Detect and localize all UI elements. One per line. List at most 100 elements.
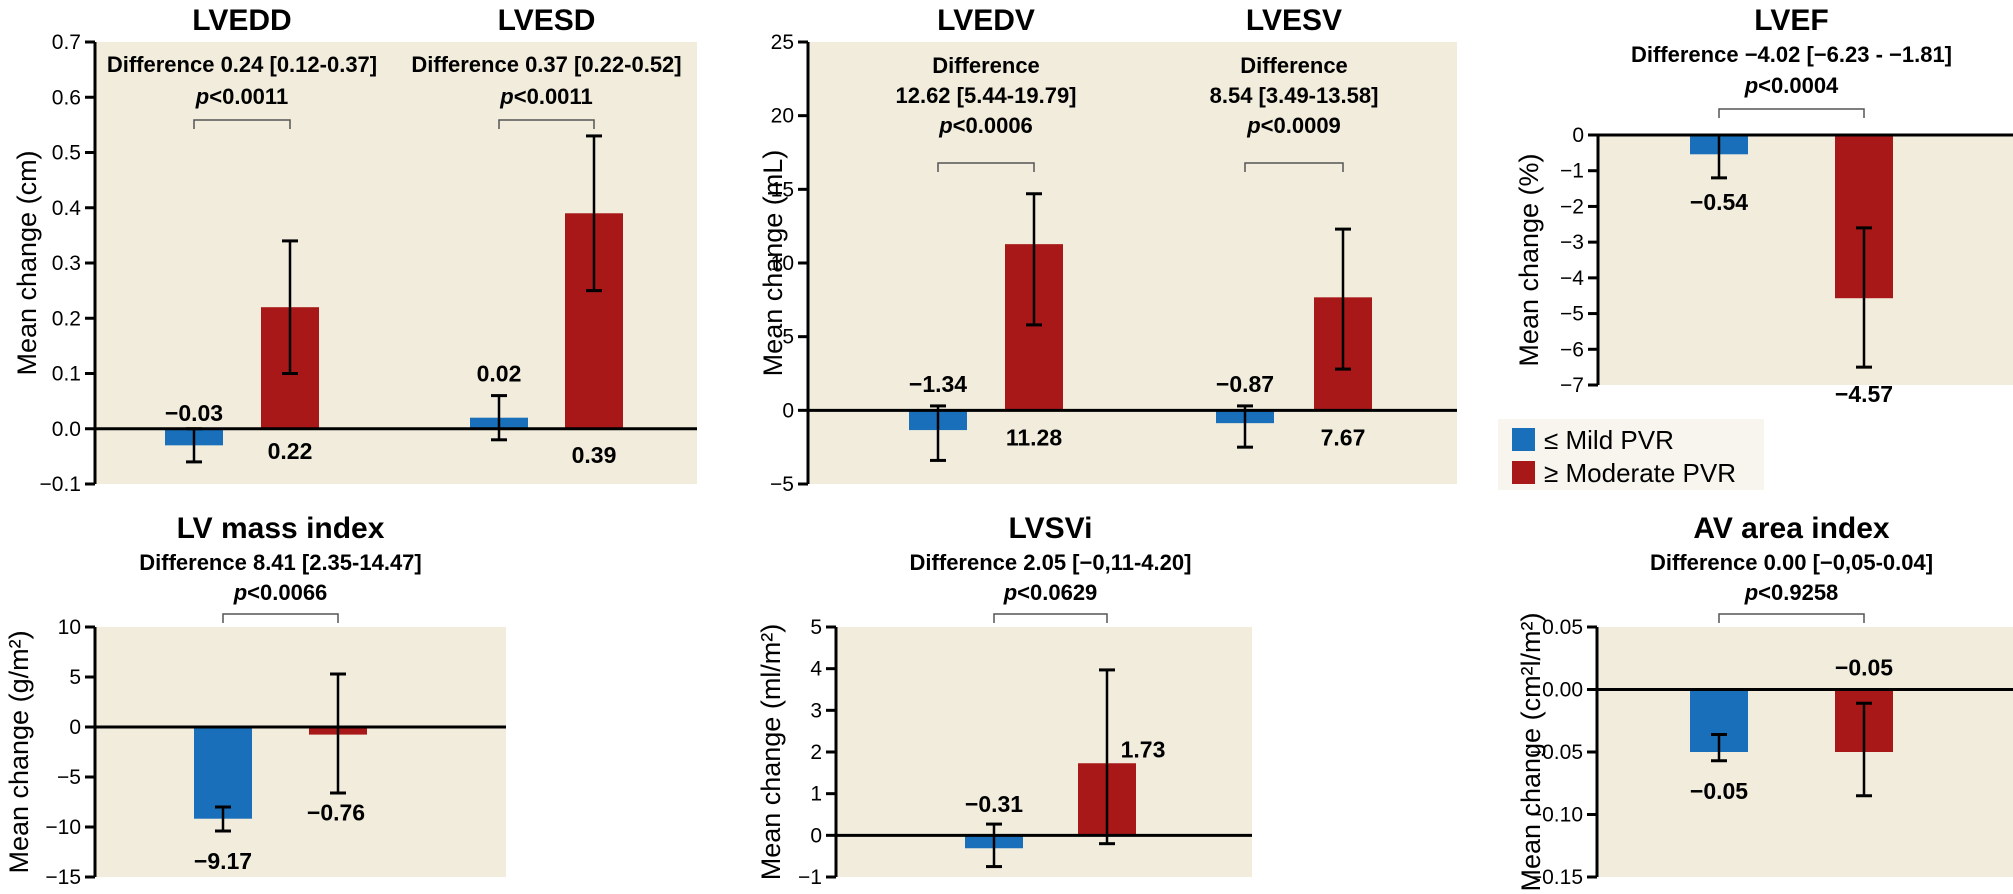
difference-annotation: p<0.0629: [1003, 580, 1098, 605]
difference-annotation: Difference −4.02 [−6.23 - −1.81]: [1631, 42, 1952, 67]
difference-annotation: Difference 0.24 [0.12-0.37]: [107, 52, 377, 77]
difference-annotation: Difference 0.37 [0.22-0.52]: [411, 52, 681, 77]
y-tick-label: 0.5: [52, 142, 81, 165]
difference-annotation: Difference: [932, 53, 1040, 78]
plot-area: [1598, 135, 2013, 385]
y-tick-label: −6: [1560, 338, 1584, 361]
error-bar: [1856, 701, 1872, 798]
difference-annotation: Difference 2.05 [−0,11-4.20]: [910, 550, 1192, 575]
y-tick-label: −0.05: [1530, 741, 1583, 764]
error-bar: [1711, 733, 1727, 763]
value-label: 11.28: [1006, 424, 1062, 450]
y-tick-label: 0: [69, 716, 81, 739]
significance-bracket: [1244, 162, 1344, 172]
chart-panel-1: 25 20 15 10 5 0 −5 Mean change (mL) LVEDV Differe…: [758, 4, 1457, 496]
plot-area: [836, 627, 1252, 877]
error-bar: [1711, 133, 1727, 180]
y-tick-label: 0.2: [52, 307, 81, 330]
legend-label: ≥ Moderate PVR: [1544, 458, 1736, 488]
legend: ≤ Mild PVR≥ Moderate PVR: [1498, 419, 1764, 490]
y-tick-label: 10: [771, 252, 794, 275]
difference-annotation: 8.54 [3.49-13.58]: [1210, 83, 1379, 108]
y-tick-label: 0: [1572, 124, 1584, 147]
y-tick-label: −5: [57, 766, 81, 789]
y-axis-label: Mean change (ml/m²): [756, 624, 786, 881]
y-tick-label: −0.1: [40, 473, 81, 496]
y-tick-label: 0: [810, 824, 822, 847]
value-label: −0.05: [1690, 778, 1748, 804]
value-label: −0.54: [1690, 189, 1748, 215]
y-tick-label: 0.1: [52, 363, 81, 386]
significance-bracket: [993, 613, 1108, 623]
value-label: 0.22: [268, 438, 313, 464]
y-tick-label: 0.00: [1542, 679, 1583, 702]
y-tick-label: 10: [58, 616, 81, 639]
value-label: −1.34: [909, 371, 967, 397]
legend-swatch-moderate: [1512, 461, 1535, 484]
difference-annotation: p<0.0004: [1744, 73, 1839, 98]
error-bar: [186, 427, 202, 464]
y-tick-label: −5: [770, 473, 794, 496]
error-bar: [282, 239, 298, 375]
value-label: 0.02: [477, 361, 522, 387]
significance-bracket: [937, 162, 1035, 172]
significance-bracket: [498, 119, 595, 129]
y-tick-label: 0.6: [52, 86, 81, 109]
difference-annotation: p<0.9258: [1744, 580, 1839, 605]
difference-annotation: p<0.0066: [233, 580, 328, 605]
value-label: −0.03: [165, 400, 223, 426]
value-label: 1.73: [1121, 736, 1166, 762]
error-bar: [930, 404, 946, 462]
y-tick-label: −0.10: [1530, 804, 1583, 827]
y-axis-label: Mean change (mL): [758, 150, 788, 377]
y-tick-label: −10: [45, 816, 81, 839]
difference-annotation: Difference 0.00 [−0,05-0.04]: [1650, 550, 1933, 575]
error-bar: [586, 134, 602, 293]
value-label: −0.05: [1835, 655, 1893, 681]
difference-annotation: Difference 8.41 [2.35-14.47]: [139, 550, 422, 575]
chart-panel-0: 0.7 0.6 0.5 0.4 0.3 0.2 0.1 0.0 −0.1 Mean change …: [12, 4, 697, 496]
value-label: 0.39: [572, 442, 617, 468]
plot-area: [1597, 627, 2013, 877]
y-tick-label: −1: [798, 866, 822, 889]
y-tick-label: 0.05: [1542, 616, 1583, 639]
chart-title: AV area index: [1693, 512, 1890, 545]
difference-annotation: p<0.0011: [195, 84, 288, 109]
y-tick-label: 4: [810, 658, 822, 681]
y-axis-label: Mean change (cm²l/m²): [1516, 612, 1546, 891]
difference-annotation: p<0.0011: [499, 84, 592, 109]
y-tick-label: 0.0: [52, 418, 81, 441]
error-bar: [1099, 668, 1115, 846]
significance-bracket: [222, 613, 339, 623]
y-tick-label: −3: [1560, 231, 1584, 254]
y-tick-label: −4: [1560, 267, 1584, 290]
chart-panel-2: 0 −1 −2 −3 −4 −5 −6 −7 Mean change (%) LVEF Differ…: [1514, 4, 2013, 407]
value-label: −0.76: [307, 800, 365, 826]
chart-panel-3: 10 5 0 −5 −10 −15 Mean change (g/m²) LV mass in…: [4, 512, 506, 889]
y-tick-label: 1: [810, 783, 822, 806]
y-tick-label: 20: [771, 105, 794, 128]
y-tick-label: −1: [1560, 160, 1584, 183]
error-bar: [1237, 404, 1253, 449]
chart-title: LVEF: [1754, 4, 1828, 37]
difference-annotation: Difference: [1240, 53, 1348, 78]
chart-title: LVEDD: [192, 4, 291, 37]
chart-title: LVESD: [498, 4, 596, 37]
y-tick-label: 5: [782, 326, 794, 349]
y-axis-label: Mean change (cm): [12, 150, 42, 375]
error-bar: [330, 672, 346, 795]
error-bar: [1026, 192, 1042, 327]
y-tick-label: −5: [1560, 303, 1584, 326]
y-tick-label: 0.7: [52, 31, 81, 54]
chart-title: LVEDV: [937, 4, 1035, 37]
significance-bracket: [1718, 613, 1865, 623]
chart-panel-4: 5 4 3 2 1 0 −1 Mean change (ml/m²) LVSVi Differen…: [756, 512, 1252, 889]
difference-annotation: p<0.0009: [1246, 113, 1341, 138]
bar-mild: [194, 727, 252, 819]
error-bar: [1335, 227, 1351, 371]
chart-title: LVSVi: [1009, 512, 1093, 545]
y-tick-label: 5: [810, 616, 822, 639]
y-axis-label: Mean change (%): [1514, 153, 1544, 366]
